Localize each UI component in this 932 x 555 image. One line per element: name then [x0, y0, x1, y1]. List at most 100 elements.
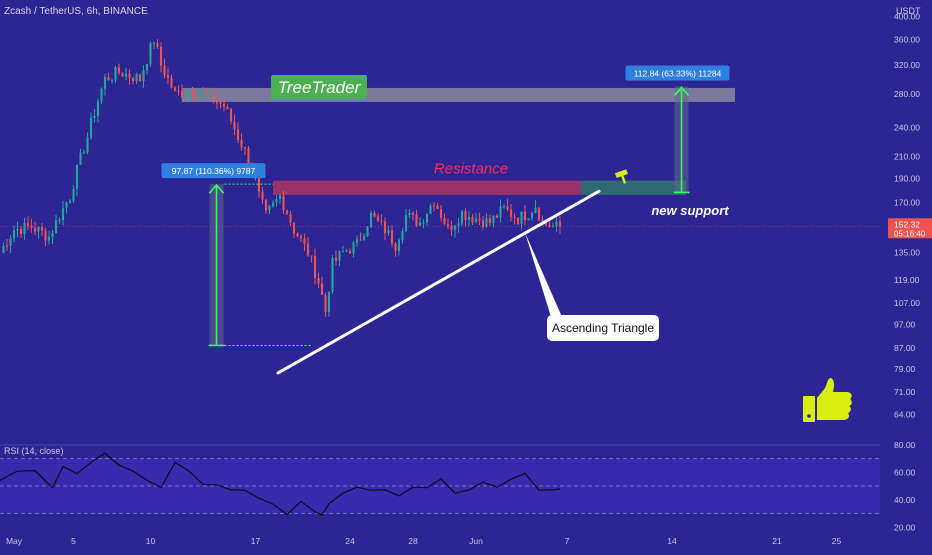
candle-body — [117, 67, 121, 73]
candle-body — [163, 65, 166, 76]
rsi-line — [0, 452, 561, 516]
price-tick-label: 360.00 — [894, 34, 920, 44]
candle-body — [149, 43, 152, 64]
candle-body — [93, 115, 96, 119]
new-support-zone — [581, 180, 686, 195]
price-tick-label: 135.00 — [894, 248, 920, 258]
candle-body — [194, 95, 198, 98]
candle-body — [30, 226, 33, 228]
time-tick-label: 17 — [251, 536, 261, 546]
candle-body — [310, 255, 313, 257]
candle-body — [439, 208, 443, 218]
candle-body — [387, 230, 390, 234]
candle-body — [114, 67, 117, 80]
candle-body — [338, 251, 341, 261]
candle-body — [131, 77, 135, 82]
rsi-line-layer — [0, 452, 561, 516]
candle-body — [219, 102, 222, 105]
candle-body — [180, 91, 184, 98]
candle-body — [282, 195, 285, 211]
candle-body — [555, 221, 558, 227]
candle-body — [159, 46, 163, 66]
price-tick-label: 87.00 — [894, 343, 916, 353]
candle-body — [268, 205, 271, 211]
candle-body — [380, 220, 383, 222]
candle-body — [226, 106, 229, 109]
annotation-drawings — [208, 86, 690, 375]
measure-arrow-head — [673, 86, 690, 96]
candle-body — [233, 121, 236, 130]
candle-body — [79, 152, 82, 165]
candle-body — [481, 220, 485, 227]
candle-body — [369, 212, 373, 228]
candle-body — [306, 243, 310, 256]
currency-label: USDT — [896, 6, 921, 16]
candle-body — [474, 218, 478, 223]
candle-body — [327, 291, 331, 313]
price-tick-label: 320.00 — [894, 60, 920, 70]
thumb-cuff-dot — [807, 414, 811, 418]
rsi-tick-label: 60.00 — [894, 467, 916, 477]
new-support-label: new support — [651, 203, 729, 218]
time-tick-label: 7 — [565, 536, 570, 546]
ascending-triangle-trendline — [276, 189, 601, 375]
measure-label-box — [161, 163, 266, 179]
candle-body — [464, 211, 467, 220]
candle-body — [537, 207, 541, 220]
rsi-title: RSI (14, close) — [4, 446, 64, 456]
candle-body — [527, 218, 530, 221]
candle-body — [135, 74, 138, 82]
ascending-triangle-label: Ascending Triangle — [552, 321, 654, 335]
price-tick-label: 119.00 — [894, 275, 920, 285]
candle-body — [352, 242, 355, 254]
candle-body — [373, 212, 376, 217]
candle-body — [243, 147, 247, 149]
candle-body — [37, 227, 40, 232]
candle-body — [324, 294, 327, 313]
candle-body — [548, 224, 551, 227]
candle-body — [61, 208, 65, 221]
candle-body — [47, 237, 51, 241]
price-tick-label: 64.00 — [894, 410, 916, 420]
candle-body — [58, 220, 61, 222]
price-tick-label: 170.00 — [894, 197, 920, 207]
time-tick-label: 25 — [832, 536, 842, 546]
countdown-timer: 05:16:40 — [894, 229, 926, 238]
candle-body — [40, 227, 44, 231]
candle-body — [460, 211, 464, 224]
time-tick-label: 5 — [71, 536, 76, 546]
candle-body — [432, 205, 436, 207]
candle-body — [502, 206, 506, 208]
candle-body — [436, 205, 439, 209]
candle-body — [107, 76, 110, 81]
price-tick-label: 240.00 — [894, 123, 920, 133]
candle-body — [513, 216, 516, 218]
candle-body — [383, 221, 387, 234]
candle-body — [446, 224, 450, 226]
candle-body — [530, 213, 534, 219]
hammer-icon — [614, 169, 628, 184]
hammer-head — [614, 169, 628, 178]
chart-title: Zcash / TetherUS, 6h, BINANCE — [4, 6, 148, 17]
candle-body — [278, 195, 282, 200]
candle-body — [411, 213, 415, 215]
candle-body — [124, 73, 128, 77]
price-tick-label: 79.00 — [894, 364, 916, 374]
candle-body — [534, 207, 537, 214]
candle-body — [184, 95, 187, 98]
price-tick-label: 71.00 — [894, 387, 916, 397]
candle-body — [152, 42, 156, 44]
candle-body — [415, 214, 418, 226]
candle-body — [96, 101, 100, 116]
candle-body — [177, 90, 180, 92]
price-tick-label: 280.00 — [894, 89, 920, 99]
price-axis[interactable]: 400.00 360.00 320.00 280.00 240.00 210.00 190.… — [888, 12, 932, 533]
time-axis[interactable]: May 5 10 17 24 28 Jun 7 14 21 25 — [6, 536, 842, 546]
rsi-tick-label: 80.00 — [894, 440, 916, 450]
price-tick-label: 107.00 — [894, 298, 920, 308]
candle-body — [422, 222, 425, 224]
candle-body — [401, 231, 404, 241]
candle-body — [257, 177, 261, 192]
